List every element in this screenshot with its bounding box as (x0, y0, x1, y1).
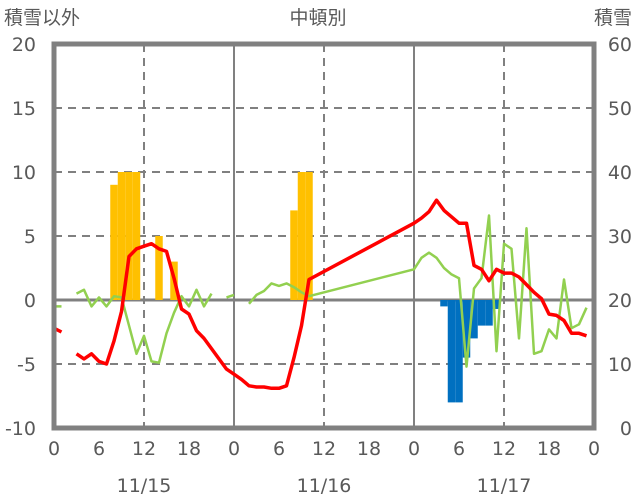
x-tick: 6 (93, 438, 105, 460)
precip-bar (110, 184, 118, 300)
plot-border (51, 41, 597, 431)
snow-change-bar (477, 300, 486, 326)
precip-bar (125, 172, 133, 300)
y-tick-left: 15 (12, 98, 36, 120)
right-axis-title: 積雪 (594, 7, 632, 29)
y-tick-left: 5 (24, 226, 36, 248)
x-tick: 18 (177, 438, 201, 460)
snow-change-bar (440, 300, 448, 307)
precip-bar (117, 172, 126, 300)
x-tick: 12 (132, 438, 156, 460)
snow-change-bar (447, 300, 456, 403)
plot-frame (51, 41, 597, 431)
y-tick-right: 10 (608, 354, 632, 376)
y-tick-left: -10 (5, 418, 36, 440)
y-tick-right: 40 (608, 162, 632, 184)
snow-change-bar (492, 300, 501, 309)
y-tick-left: 20 (12, 34, 36, 56)
x-tick: 18 (537, 438, 561, 460)
x-tick: 6 (453, 438, 465, 460)
x-tick: 6 (273, 438, 285, 460)
y-tick-right: 20 (608, 290, 632, 312)
y-tick-right: 50 (608, 98, 632, 120)
precip-bar (305, 172, 313, 300)
x-tick: 12 (312, 438, 336, 460)
snow-change-bar (455, 300, 463, 403)
precip-bar (297, 172, 306, 300)
left-axis-title: 積雪以外 (4, 7, 80, 29)
x-tick: 0 (588, 438, 600, 460)
precip-bar (155, 236, 163, 300)
x-tick: 12 (492, 438, 516, 460)
x-tick: 0 (228, 438, 240, 460)
snow-change-bar (485, 300, 493, 326)
y-tick-left: 0 (24, 290, 36, 312)
y-tick-right: 60 (608, 34, 632, 56)
precip-bar (132, 172, 141, 300)
snow-change-bar (462, 300, 471, 358)
y-tick-right: 30 (608, 226, 632, 248)
date-label: 11/16 (297, 475, 352, 497)
chart-title: 中頓別 (289, 7, 346, 29)
y-tick-left: 10 (12, 162, 36, 184)
x-tick: 0 (408, 438, 420, 460)
x-tick: 0 (48, 438, 60, 460)
y-tick-left: -5 (17, 354, 36, 376)
grid (54, 44, 594, 428)
snow-change-bar (470, 300, 478, 339)
y-tick-right: 0 (620, 418, 632, 440)
precip-bar (290, 210, 298, 300)
x-tick: 18 (357, 438, 381, 460)
date-label: 11/15 (117, 475, 172, 497)
date-label: 11/17 (477, 475, 532, 497)
green-series-line (54, 214, 588, 368)
